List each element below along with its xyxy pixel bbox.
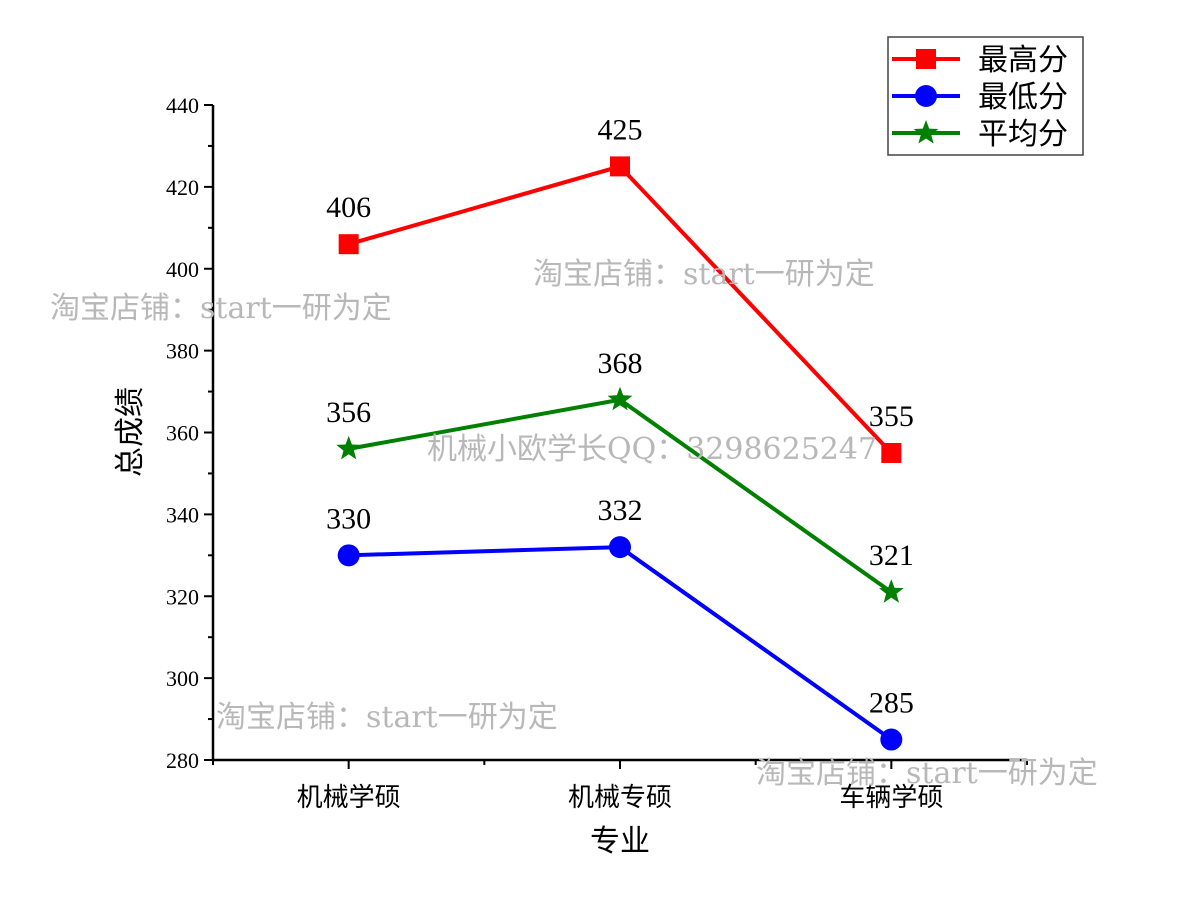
data-point bbox=[336, 435, 361, 460]
data-label: 355 bbox=[869, 400, 914, 433]
data-point bbox=[337, 544, 360, 567]
series-line-0 bbox=[348, 164, 893, 455]
data-label: 368 bbox=[598, 347, 643, 380]
y-tick-label: 340 bbox=[166, 502, 199, 527]
y-axis-title: 总成绩 bbox=[113, 387, 148, 477]
watermark-text: 淘宝店铺：start一研为定 bbox=[533, 257, 875, 292]
data-label: 406 bbox=[326, 191, 371, 224]
data-label: 356 bbox=[326, 396, 371, 429]
data-label: 332 bbox=[598, 494, 643, 527]
data-point bbox=[880, 728, 903, 751]
series-group bbox=[336, 156, 904, 751]
y-tick-label: 400 bbox=[166, 257, 199, 282]
x-axis-title: 专业 bbox=[590, 824, 650, 859]
data-label: 330 bbox=[326, 502, 371, 535]
data-point bbox=[879, 579, 904, 603]
x-tick-label: 机械学硕 bbox=[297, 783, 401, 813]
axes: 280 300 320 340 360 380 400 420 440 机械学硕 机械专硕 车辆学硕专… bbox=[113, 93, 1028, 859]
legend-marker bbox=[916, 49, 936, 69]
legend-label: 最低分 bbox=[978, 80, 1068, 115]
y-tick-label: 440 bbox=[166, 93, 199, 118]
data-label: 425 bbox=[598, 113, 643, 146]
y-tick-label: 280 bbox=[166, 748, 199, 773]
y-tick-label: 420 bbox=[166, 175, 199, 200]
legend-marker bbox=[913, 120, 939, 144]
data-point bbox=[609, 536, 631, 559]
data-point bbox=[338, 234, 359, 255]
y-tick-label: 300 bbox=[166, 666, 199, 691]
data-point bbox=[610, 156, 630, 177]
data-point bbox=[881, 442, 902, 463]
watermark-text: 淘宝店铺：start一研为定 bbox=[50, 291, 392, 326]
data-labels: 406 425 355 330 332 285 356 368 321 bbox=[326, 113, 914, 719]
data-label: 285 bbox=[869, 687, 914, 720]
x-tick-label: 车辆学硕 bbox=[839, 783, 943, 813]
legend-label: 平均分 bbox=[978, 117, 1068, 152]
data-point bbox=[607, 386, 633, 411]
y-tick-label: 380 bbox=[166, 339, 199, 364]
legend-label: 最高分 bbox=[978, 43, 1068, 78]
watermark-text: 淘宝店铺：start一研为定 bbox=[216, 700, 558, 735]
watermark-text: 机械小欧学长QQ：3298625247 bbox=[427, 432, 877, 467]
watermarks: 淘宝店铺：start一研为定淘宝店铺：start一研为定机械小欧学长QQ：329… bbox=[50, 257, 1098, 791]
x-tick-label: 机械专硕 bbox=[568, 783, 672, 813]
y-tick-label: 320 bbox=[166, 584, 199, 609]
y-tick-label: 360 bbox=[166, 421, 199, 446]
legend-marker bbox=[915, 85, 937, 107]
data-label: 321 bbox=[869, 539, 914, 572]
watermark-text: 淘宝店铺：start一研为定 bbox=[756, 756, 1098, 791]
